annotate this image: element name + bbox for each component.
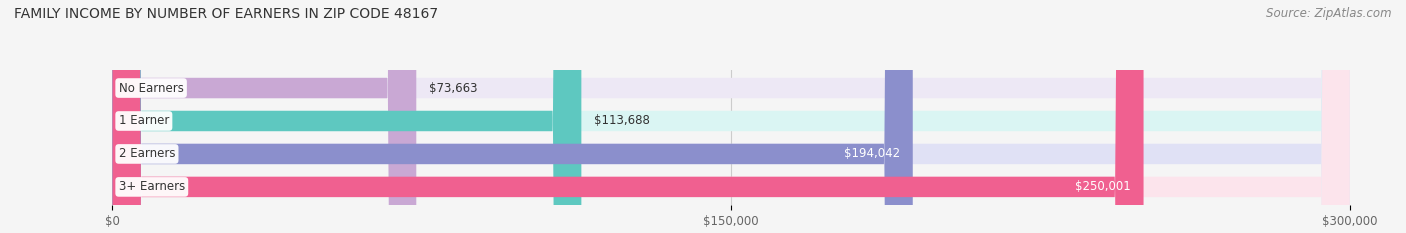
Text: $113,688: $113,688 [593, 114, 650, 127]
Text: No Earners: No Earners [118, 82, 184, 95]
Text: 2 Earners: 2 Earners [118, 147, 176, 161]
FancyBboxPatch shape [112, 0, 1350, 233]
FancyBboxPatch shape [112, 0, 1350, 233]
Text: $250,001: $250,001 [1076, 180, 1132, 193]
Text: 1 Earner: 1 Earner [118, 114, 169, 127]
Text: $194,042: $194,042 [844, 147, 900, 161]
Text: $73,663: $73,663 [429, 82, 477, 95]
Text: FAMILY INCOME BY NUMBER OF EARNERS IN ZIP CODE 48167: FAMILY INCOME BY NUMBER OF EARNERS IN ZI… [14, 7, 439, 21]
FancyBboxPatch shape [112, 0, 1350, 233]
FancyBboxPatch shape [112, 0, 416, 233]
FancyBboxPatch shape [112, 0, 1143, 233]
Text: 3+ Earners: 3+ Earners [118, 180, 186, 193]
FancyBboxPatch shape [112, 0, 581, 233]
FancyBboxPatch shape [112, 0, 912, 233]
Text: Source: ZipAtlas.com: Source: ZipAtlas.com [1267, 7, 1392, 20]
FancyBboxPatch shape [112, 0, 1350, 233]
